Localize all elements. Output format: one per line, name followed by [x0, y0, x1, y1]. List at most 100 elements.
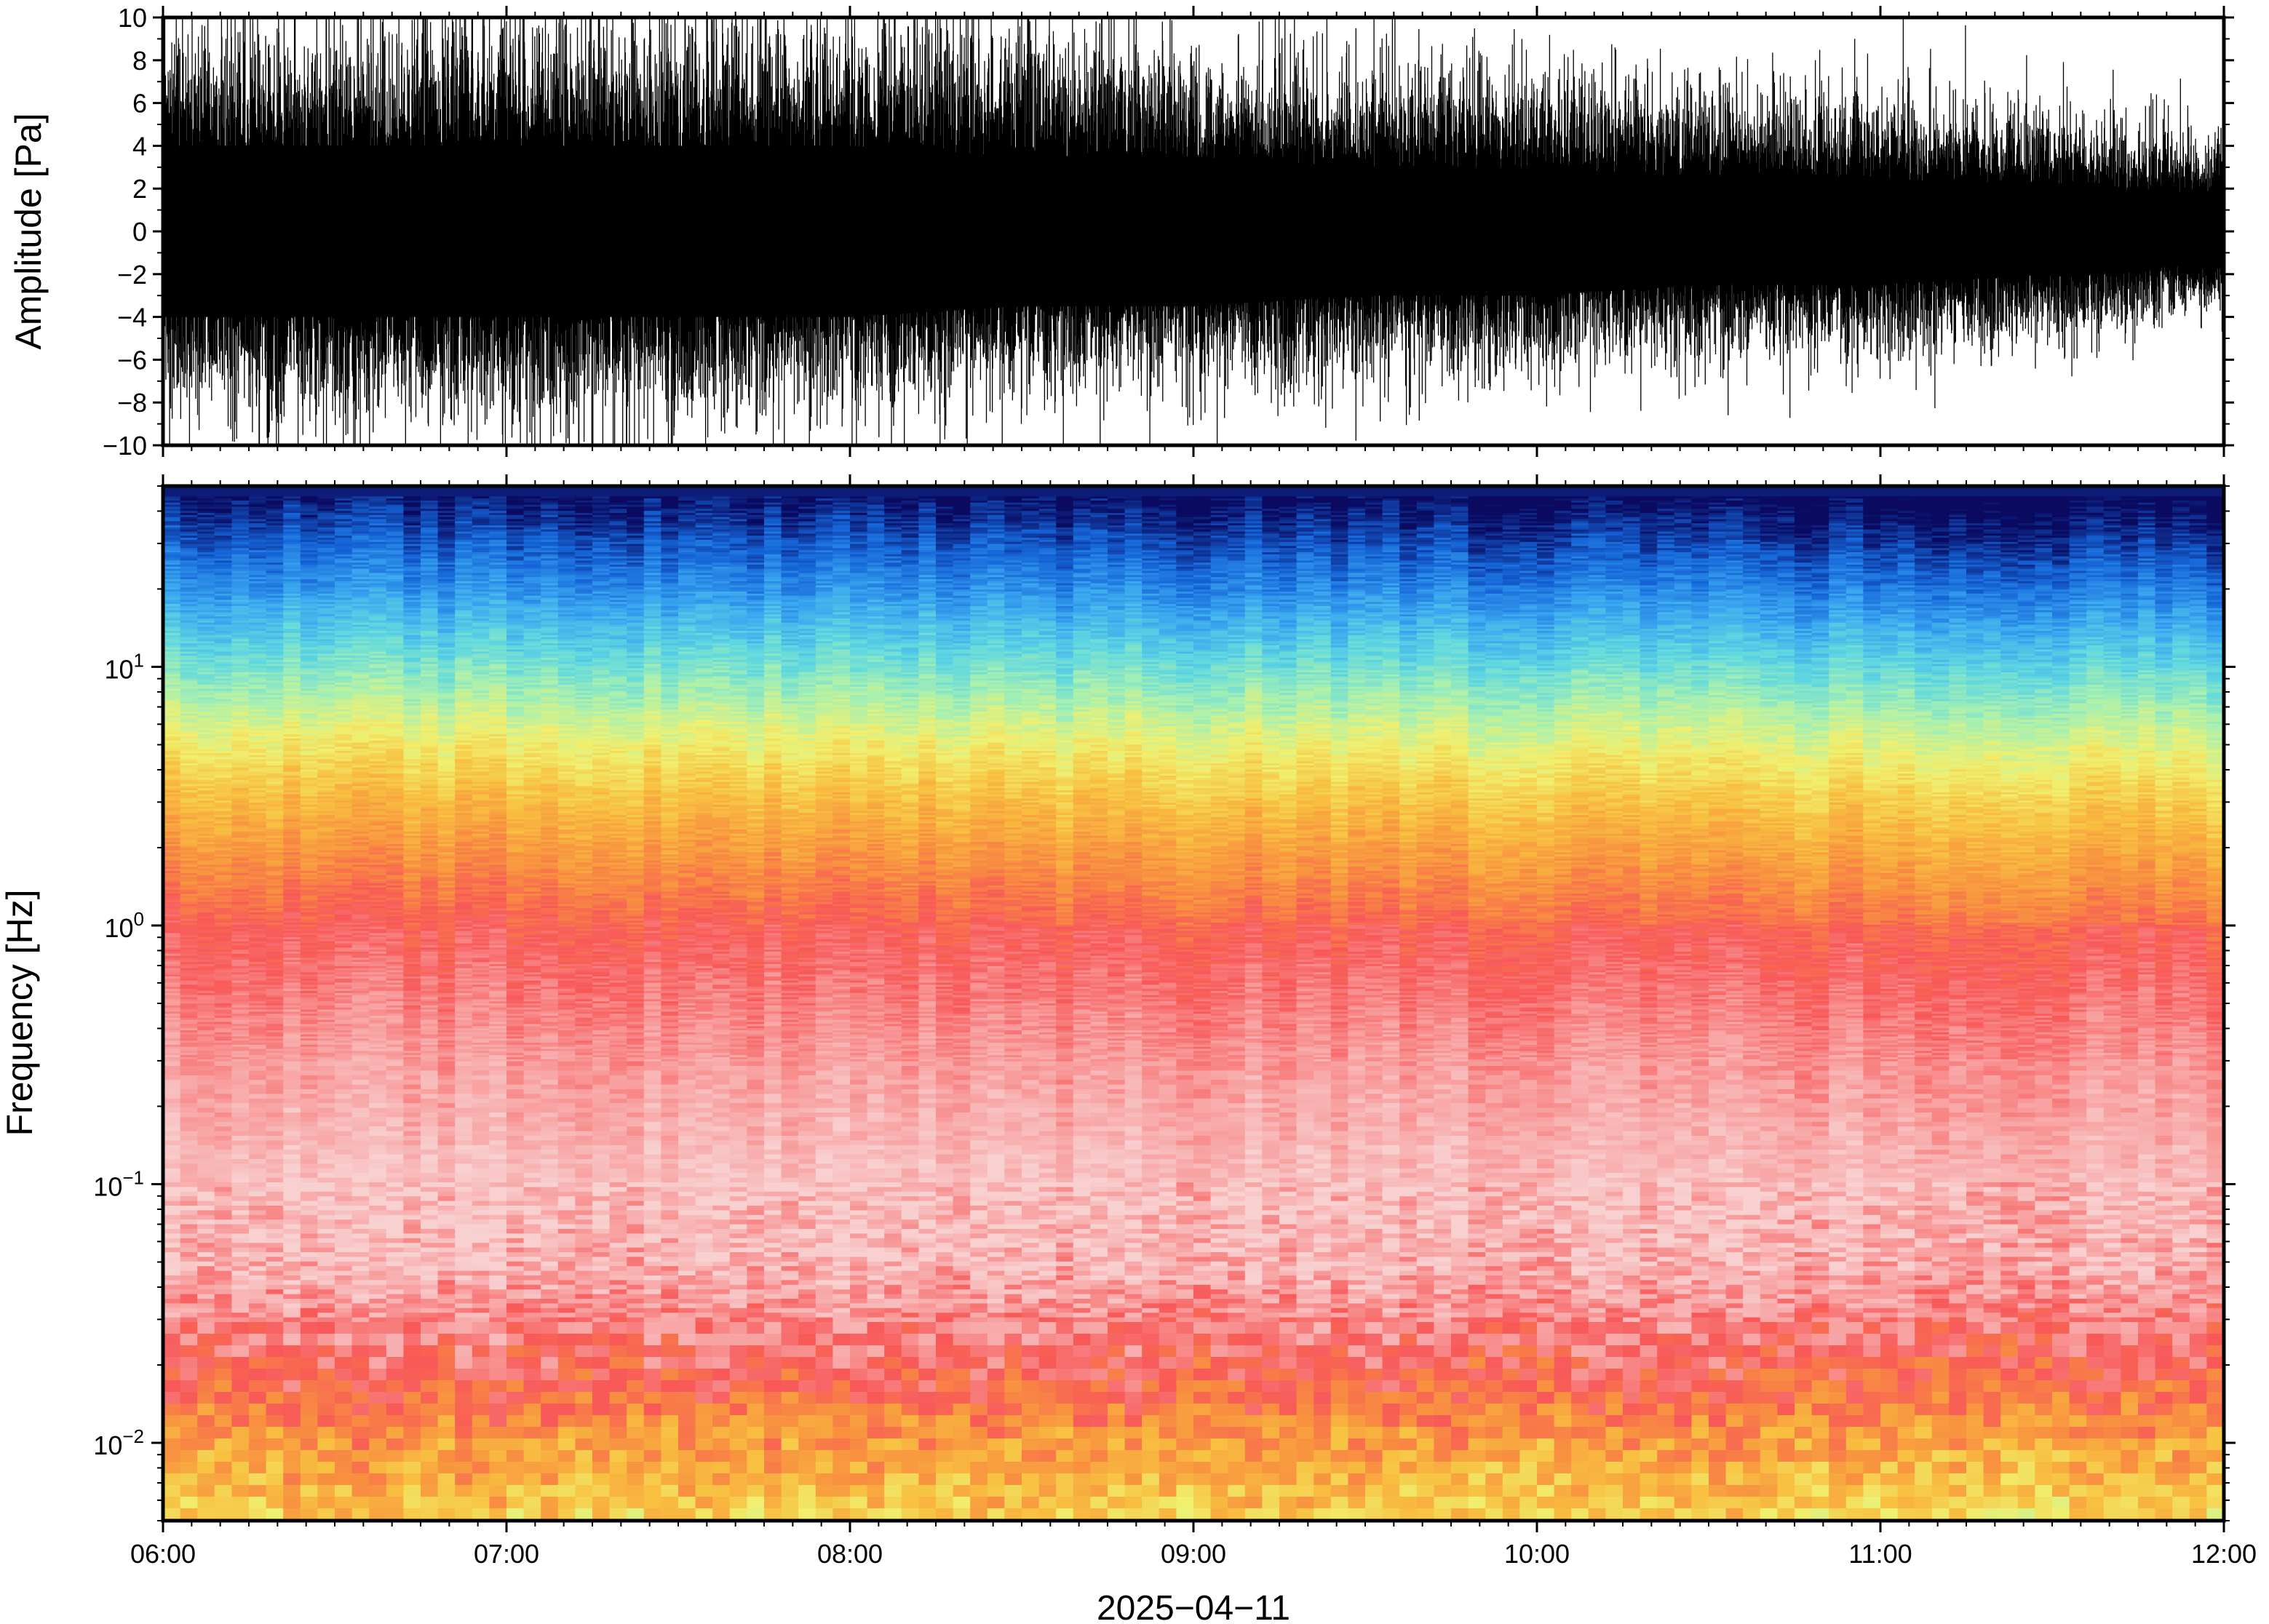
- spectrogram-cell: [215, 1294, 232, 1299]
- spectrogram-cell: [266, 1062, 284, 1067]
- spectrogram-cell: [197, 1380, 215, 1393]
- spectrogram-cell: [215, 1427, 232, 1439]
- spectrogram-cell: [163, 1266, 180, 1271]
- spectrogram-cell: [249, 1392, 266, 1404]
- spectrogram-cell: [266, 1140, 284, 1145]
- spectrogram-cell: [197, 1163, 215, 1169]
- spectrogram-cell: [180, 1266, 198, 1271]
- spectrogram-cell: [231, 1303, 249, 1308]
- spectrogram-cell: [163, 1108, 180, 1113]
- spectrogram-cell: [249, 1225, 266, 1230]
- spectrogram-cell: [197, 1266, 215, 1271]
- spectrogram-cell: [163, 1136, 180, 1141]
- spectrogram-cell: [180, 1303, 198, 1308]
- spectrogram-cell: [197, 1206, 215, 1211]
- spectrogram-cell: [283, 1357, 301, 1369]
- spectrogram-cell: [163, 1103, 180, 1108]
- spectrogram-cell: [249, 1196, 266, 1201]
- spectrogram-cell: [163, 1169, 180, 1174]
- spectrogram-cell: [197, 1285, 215, 1290]
- spectrogram-cell: [180, 1308, 198, 1313]
- spectrogram-cell: [215, 1150, 232, 1155]
- spectrogram-cell: [215, 1322, 232, 1334]
- spectrogram-cell: [197, 1497, 215, 1509]
- spectrogram-cell: [266, 1173, 284, 1178]
- spectrogram-cell: [180, 1178, 198, 1183]
- spectrogram-cell: [197, 1131, 215, 1137]
- spectrogram-cell: [215, 1369, 232, 1381]
- spectrogram-cell: [180, 1075, 198, 1080]
- spectrogram-cell: [283, 1094, 301, 1099]
- spectrogram-cell: [231, 1280, 249, 1285]
- spectrogram-cell: [215, 1271, 232, 1276]
- spectrogram-cell: [266, 1089, 284, 1094]
- spectrogram-cell: [249, 1182, 266, 1187]
- spectrogram-cell: [197, 1275, 215, 1281]
- spectrogram-cell: [180, 1462, 198, 1474]
- spectrogram-cell: [266, 1497, 284, 1509]
- spectrogram-cell: [231, 1299, 249, 1304]
- spectrogram-cell: [163, 1275, 180, 1281]
- spectrogram-cell: [197, 1345, 215, 1358]
- spectrogram-cell: [231, 1159, 249, 1164]
- spectrogram-cell: [215, 1334, 232, 1346]
- spectrogram-cell: [231, 1219, 249, 1225]
- spectrogram-cell: [266, 1294, 284, 1299]
- spectrogram-cell: [283, 1280, 301, 1285]
- spectrogram-cell: [249, 1159, 266, 1164]
- spectrogram-cell: [215, 1357, 232, 1369]
- spectrogram-cell: [231, 1126, 249, 1131]
- spectrogram-cell: [283, 1126, 301, 1131]
- spectrogram-cell: [180, 1357, 198, 1369]
- spectrogram-cell: [163, 1062, 180, 1067]
- spectrogram-cell: [249, 1294, 266, 1299]
- spectrogram-cell: [197, 1427, 215, 1439]
- spectrogram-cell: [197, 1089, 215, 1094]
- spectrogram-cell: [180, 1169, 198, 1174]
- spectrogram-cell: [180, 1438, 198, 1451]
- spectrogram-cell: [231, 1112, 249, 1118]
- spectrogram-cell: [231, 1163, 249, 1169]
- spectrogram-cell: [215, 1070, 232, 1075]
- spectrogram-cell: [163, 1182, 180, 1187]
- spectrogram-cell: [231, 1392, 249, 1404]
- spectrogram-cell: [197, 1070, 215, 1075]
- spectrogram-cell: [197, 1117, 215, 1122]
- spectrogram-cell: [249, 1136, 266, 1141]
- spectrogram-cell: [163, 1318, 180, 1323]
- spectrogram-cell: [231, 1182, 249, 1187]
- spectrogram-cell: [197, 1252, 215, 1257]
- spectrogram-cell: [266, 1473, 284, 1486]
- spectrogram-cell: [180, 1219, 198, 1225]
- spectrogram-cell: [283, 1313, 301, 1318]
- spectrogram-cell: [231, 1508, 249, 1521]
- spectrogram-cell: [163, 1380, 180, 1393]
- spectrogram-cell: [197, 1192, 215, 1197]
- spectrogram-cell: [283, 1192, 301, 1197]
- spectrogram-cell: [283, 1238, 301, 1243]
- spectrogram-cell: [163, 1508, 180, 1521]
- spectrogram-cell: [266, 1404, 284, 1416]
- spectrogram-cell: [215, 1229, 232, 1234]
- spectrogram-cell: [249, 1313, 266, 1318]
- spectrogram-cell: [283, 1145, 301, 1150]
- spectrogram-cell: [163, 1070, 180, 1075]
- spectrogram-cell: [231, 1238, 249, 1243]
- spectrogram-cell: [283, 1473, 301, 1486]
- spectrogram-cell: [283, 1136, 301, 1141]
- spectrogram-cell: [215, 1257, 232, 1262]
- spectrogram-cell: [197, 1271, 215, 1276]
- spectrogram-cell: [283, 1318, 301, 1323]
- spectrogram-cell: [215, 1108, 232, 1113]
- spectrogram-cell: [215, 1140, 232, 1145]
- spectrogram-cell: [249, 1252, 266, 1257]
- spectrogram-cell: [180, 1229, 198, 1234]
- spectrogram-cell: [231, 1225, 249, 1230]
- spectrogram-cell: [163, 1313, 180, 1318]
- spectrogram-cell: [197, 1150, 215, 1155]
- spectrogram-cell: [266, 1322, 284, 1334]
- spectrogram-cell: [180, 1299, 198, 1304]
- spectrogram-cell: [283, 1345, 301, 1358]
- spectrogram-cell: [266, 1085, 284, 1090]
- spectrogram-cell: [163, 1085, 180, 1090]
